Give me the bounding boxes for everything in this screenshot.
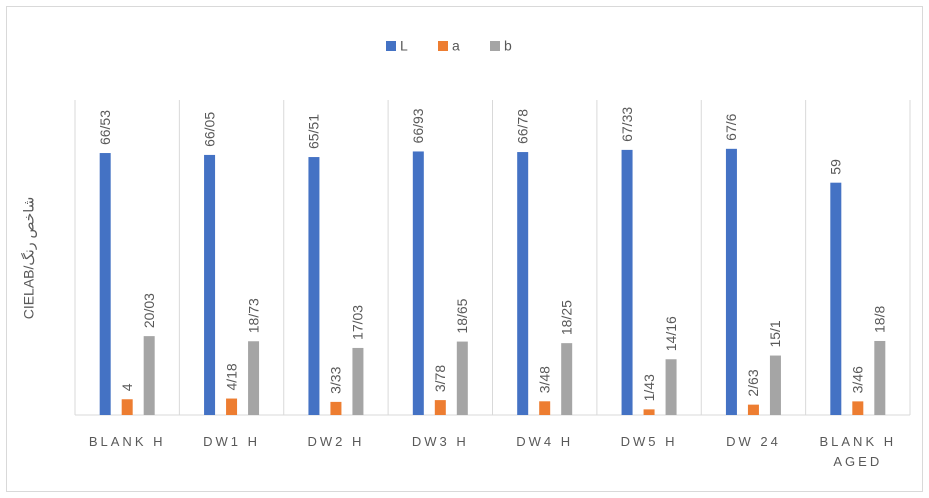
bar — [874, 341, 885, 415]
value-label: 67/6 — [723, 113, 739, 140]
value-label: 4 — [119, 383, 135, 391]
x-tick-label: BLANK H AGED — [806, 432, 910, 472]
value-label: 18/73 — [245, 298, 261, 333]
value-label: 66/78 — [514, 109, 530, 144]
bar — [248, 341, 259, 415]
value-label: 66/05 — [201, 112, 217, 147]
value-label: 1/43 — [641, 374, 657, 401]
value-label: 66/53 — [97, 110, 113, 145]
x-tick-label: DW2 H — [284, 432, 388, 452]
legend-swatch — [438, 41, 448, 51]
value-label: 3/33 — [328, 366, 344, 393]
value-label: 18/25 — [558, 300, 574, 335]
bar — [644, 409, 655, 415]
bar — [726, 149, 737, 415]
value-label: 20/03 — [141, 293, 157, 328]
bar — [517, 152, 528, 415]
bar — [100, 153, 111, 415]
value-label: 3/78 — [432, 365, 448, 392]
bar — [413, 151, 424, 415]
bar — [852, 401, 863, 415]
value-label: 65/51 — [306, 114, 322, 149]
value-label: 4/18 — [223, 363, 239, 390]
value-label: 18/65 — [454, 298, 470, 333]
bar — [561, 343, 572, 415]
x-tick-label: BLANK H — [75, 432, 179, 452]
bar — [204, 155, 215, 415]
bar — [308, 157, 319, 415]
bar — [770, 356, 781, 415]
value-label: 3/46 — [850, 366, 866, 393]
legend-label: a — [452, 38, 460, 54]
x-tick-label: DW5 H — [597, 432, 701, 452]
chart-container: CIELAB/شاخص رنگ La b 66/53 4 20/03 66/05 4/18 1… — [0, 0, 929, 498]
bar — [622, 150, 633, 415]
bar — [435, 400, 446, 415]
chart-border — [7, 7, 923, 492]
value-label: 59 — [828, 159, 844, 175]
y-axis-label: CIELAB/شاخص رنگ — [21, 197, 38, 320]
x-tick-label: DW1 H — [179, 432, 283, 452]
x-tick-label: DW4 H — [493, 432, 597, 452]
x-tick-label: DW3 H — [388, 432, 492, 452]
value-label: 17/03 — [350, 305, 366, 340]
bar — [457, 342, 468, 415]
bar — [352, 348, 363, 415]
bar — [330, 402, 341, 415]
value-label: 14/16 — [663, 316, 679, 351]
legend-swatch — [490, 41, 500, 51]
bar — [226, 399, 237, 415]
value-label: 18/8 — [872, 306, 888, 333]
value-label: 2/63 — [745, 369, 761, 396]
legend-label: b — [504, 38, 512, 54]
bar — [748, 405, 759, 415]
value-label: 66/93 — [410, 108, 426, 143]
bar — [122, 399, 133, 415]
chart: CIELAB/شاخص رنگ La b 66/53 4 20/03 66/05 4/18 1… — [0, 0, 929, 498]
bar — [539, 401, 550, 415]
x-tick-label: DW 24 — [701, 432, 805, 452]
bar — [144, 336, 155, 415]
bar — [666, 359, 677, 415]
value-label: 15/1 — [767, 320, 783, 347]
legend-label: L — [400, 38, 408, 54]
legend-swatch — [386, 41, 396, 51]
value-label: 3/48 — [536, 366, 552, 393]
value-label: 67/33 — [619, 107, 635, 142]
bar — [830, 183, 841, 415]
